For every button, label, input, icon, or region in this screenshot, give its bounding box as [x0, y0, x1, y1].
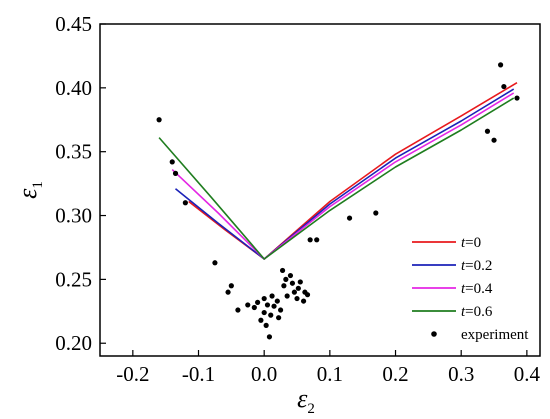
legend-label-variable: t	[461, 281, 466, 297]
experiment-point	[491, 137, 497, 143]
experiment-point	[307, 237, 313, 243]
x-axis-label: ε2	[297, 384, 315, 417]
x-tick-label: 0.0	[251, 362, 277, 386]
legend-label-0: t=0	[461, 235, 481, 251]
experiment-point	[169, 159, 175, 165]
x-tick-label: 0.2	[382, 362, 408, 386]
y-axis-label-symbol: ε	[13, 188, 42, 199]
experiment-point	[276, 315, 282, 321]
experiment-point	[373, 210, 379, 216]
x-tick-label: -0.2	[116, 362, 149, 386]
experiment-point	[212, 260, 218, 266]
legend-label-2: t=0.4	[461, 281, 493, 297]
experiment-point	[294, 295, 300, 302]
legend-label-value: =0.4	[465, 281, 493, 297]
experiment-point	[251, 304, 257, 311]
legend-label-experiment: experiment	[461, 327, 529, 343]
x-axis-label-symbol: ε	[297, 384, 308, 413]
experiment-point	[484, 128, 491, 134]
y-tick-label: 0.45	[55, 12, 92, 36]
experiment-point	[297, 279, 303, 285]
experiment-point	[291, 289, 297, 295]
series-lines	[158, 82, 518, 260]
legend-swatch-experiment	[431, 331, 437, 337]
x-tick-label: 0.1	[317, 362, 343, 386]
y-tick-label: 0.20	[55, 331, 92, 355]
plot-frame	[99, 23, 541, 357]
legend-label-value: =0.6	[465, 304, 493, 320]
experiment-point	[274, 298, 280, 304]
series-line-3	[158, 97, 515, 260]
experiment-point	[261, 309, 267, 316]
experiment-point	[284, 293, 290, 299]
experiment-point	[287, 272, 294, 279]
experiment-point	[245, 302, 251, 308]
x-tick-label: 0.3	[448, 362, 474, 386]
y-tick-label: 0.30	[55, 204, 92, 228]
experiment-point	[295, 285, 301, 291]
experiment-point	[283, 276, 289, 282]
y-axis-label-subscript: 1	[30, 181, 46, 189]
experiment-point	[346, 215, 353, 221]
experiment-point	[497, 62, 504, 68]
legend-label-variable: t	[461, 235, 466, 251]
experiment-point	[255, 299, 261, 305]
axis-ticks: -0.2 -0.1 0.0 0.1 0.2 0.3 0.4 0.20 0.25 0.30 0.35 0…	[55, 12, 540, 386]
legend-label-variable: t	[461, 304, 466, 320]
experiment-point	[268, 312, 274, 318]
experiment-point	[225, 289, 231, 295]
legend-label-variable: t	[461, 258, 466, 274]
y-tick-label: 0.40	[55, 76, 92, 100]
legend-label-value: =0.2	[465, 258, 492, 274]
x-tick-label: 0.4	[514, 362, 541, 386]
y-axis-label: ε1	[13, 181, 46, 199]
experiment-point	[266, 334, 273, 340]
experiment-point	[264, 302, 271, 308]
experiment-point	[289, 280, 296, 286]
experiment-point	[314, 237, 320, 243]
experiment-point	[304, 292, 311, 298]
experiment-points	[156, 62, 520, 340]
experiment-point	[182, 200, 188, 206]
x-axis-label-subscript: 2	[307, 401, 315, 417]
experiment-point	[279, 267, 286, 274]
legend-label-value: =0	[465, 235, 481, 251]
experiment-point	[228, 283, 234, 289]
legend-label-1: t=0.2	[461, 258, 492, 274]
y-tick-label: 0.35	[55, 140, 92, 164]
experiment-point	[271, 303, 277, 309]
experiment-point	[281, 283, 287, 289]
legend-label-3: t=0.6	[461, 304, 493, 320]
experiment-point	[263, 322, 269, 328]
experiment-point	[156, 117, 162, 123]
experiment-point	[258, 317, 264, 323]
series-line-0	[188, 82, 518, 260]
x-tick-label: -0.1	[182, 362, 215, 386]
experiment-point	[261, 295, 267, 302]
experiment-point	[514, 95, 520, 101]
experiment-point	[269, 293, 275, 299]
experiment-point	[501, 83, 507, 90]
experiment-point	[172, 170, 179, 176]
series-line-2	[171, 92, 515, 260]
experiment-point	[277, 307, 284, 313]
y-tick-label: 0.25	[55, 267, 92, 291]
series-line-1	[174, 88, 515, 260]
experiment-point	[300, 298, 307, 304]
experiment-point	[235, 307, 241, 313]
